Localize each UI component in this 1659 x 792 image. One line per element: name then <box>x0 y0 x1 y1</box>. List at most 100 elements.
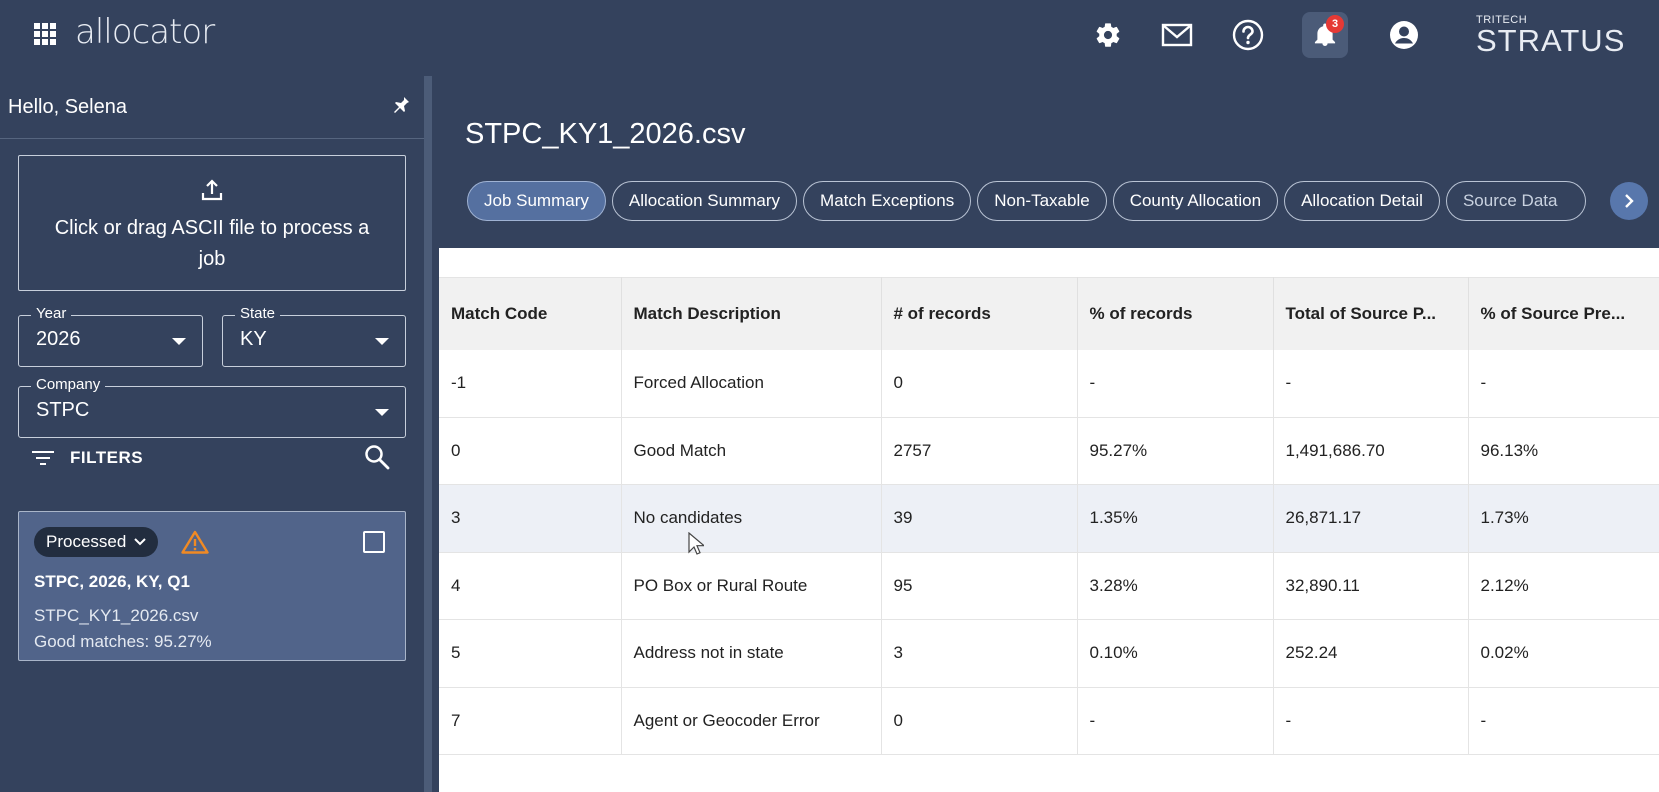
cell-match-description: Address not in state <box>621 619 882 688</box>
sidebar: Hello, Selena Click or drag ASCII file t… <box>0 76 432 792</box>
select-checkbox[interactable] <box>363 531 385 553</box>
cell-match-description: No candidates <box>621 484 882 553</box>
cell-match-description: PO Box or Rural Route <box>621 552 882 620</box>
tab-county-allocation[interactable]: County Allocation <box>1112 181 1279 221</box>
table-row[interactable]: -1 Forced Allocation 0 - - - <box>439 349 1659 418</box>
notification-badge: 3 <box>1326 15 1344 33</box>
chevron-down-icon <box>375 338 389 345</box>
tab-match-exceptions[interactable]: Match Exceptions <box>803 181 972 221</box>
main-header: STPC_KY1_2026.csv Job Summary Allocation… <box>439 76 1659 248</box>
status-label: Processed <box>46 532 127 551</box>
cell-match-code: 5 <box>439 619 622 688</box>
cell-record-percent: 0.10% <box>1077 619 1274 688</box>
cell-match-code: 7 <box>439 687 622 755</box>
cell-match-code: -1 <box>439 349 622 418</box>
job-title: STPC, 2026, KY, Q1 <box>34 572 190 591</box>
column-header-match-description[interactable]: Match Description <box>621 277 882 350</box>
account-icon[interactable] <box>1385 16 1423 54</box>
chevron-down-icon <box>172 338 186 345</box>
cell-match-description: Agent or Geocoder Error <box>621 687 882 755</box>
cell-source-premium-percent: 0.02% <box>1468 619 1659 688</box>
cell-record-percent: - <box>1077 687 1274 755</box>
report-tabs: Job Summary Allocation Summary Match Exc… <box>467 181 1622 223</box>
tabs-scroll-right-button[interactable] <box>1610 182 1648 220</box>
job-file-name: STPC_KY1_2026.csv <box>34 606 199 625</box>
cell-source-premium-percent: 1.73% <box>1468 484 1659 553</box>
file-upload-dropzone[interactable]: Click or drag ASCII file to process a jo… <box>18 155 406 291</box>
state-select[interactable]: State KY <box>222 306 406 367</box>
chevron-down-icon <box>375 409 389 416</box>
apps-grid-icon[interactable] <box>34 23 56 45</box>
good-matches: Good matches: 95.27% <box>34 632 212 651</box>
job-card[interactable]: Processed STPC, 2026, KY, Q1 STPC_KY1_20… <box>18 511 406 661</box>
upload-instructions: Click or drag ASCII file to process a jo… <box>54 217 370 270</box>
column-header-source-premium-percent[interactable]: % of Source Pre... <box>1468 277 1659 350</box>
cell-match-description: Good Match <box>621 417 882 485</box>
gear-icon[interactable] <box>1089 16 1127 54</box>
cell-match-code: 4 <box>439 552 622 620</box>
greeting-row: Hello, Selena <box>0 76 424 139</box>
column-header-match-code[interactable]: Match Code <box>439 277 622 350</box>
cell-source-premium-total: 252.24 <box>1273 619 1469 688</box>
cell-record-percent: 3.28% <box>1077 552 1274 620</box>
cell-match-code: 0 <box>439 417 622 485</box>
tab-non-taxable[interactable]: Non-Taxable <box>977 181 1107 221</box>
cell-source-premium-total: 1,491,686.70 <box>1273 417 1469 485</box>
notifications-button[interactable]: 3 <box>1302 12 1348 58</box>
cell-record-percent: - <box>1077 349 1274 418</box>
greeting: Hello, Selena <box>8 96 127 118</box>
cell-source-premium-total: - <box>1273 687 1469 755</box>
job-summary-panel: Match Code Match Description # of record… <box>439 248 1659 792</box>
pin-icon[interactable] <box>392 96 410 121</box>
cell-source-premium-total: - <box>1273 349 1469 418</box>
brand-small-text: TRITECH <box>1476 14 1528 26</box>
mail-icon[interactable] <box>1158 16 1196 54</box>
tab-job-summary[interactable]: Job Summary <box>467 181 606 221</box>
column-header-source-premium-total[interactable]: Total of Source P... <box>1273 277 1469 350</box>
cell-match-code: 3 <box>439 484 622 553</box>
filters-toggle[interactable]: FILTERS <box>70 448 144 467</box>
top-bar: allocator 3 TRITECH STRATUS <box>0 0 1659 76</box>
table-row[interactable]: 4 PO Box or Rural Route 95 3.28% 32,890.… <box>439 552 1659 620</box>
cell-record-percent: 1.35% <box>1077 484 1274 553</box>
cell-record-count: 2757 <box>881 417 1078 485</box>
tab-source-data[interactable]: Source Data <box>1445 181 1587 221</box>
help-icon[interactable] <box>1229 16 1267 54</box>
cell-record-count: 95 <box>881 552 1078 620</box>
tab-allocation-summary[interactable]: Allocation Summary <box>611 181 798 221</box>
cell-source-premium-percent: - <box>1468 687 1659 755</box>
cell-source-premium-percent: 96.13% <box>1468 417 1659 485</box>
column-header-record-count[interactable]: # of records <box>881 277 1078 350</box>
search-icon[interactable] <box>364 444 390 475</box>
chevron-right-icon <box>1625 194 1634 208</box>
year-label: Year <box>31 306 72 322</box>
upload-icon <box>200 178 224 207</box>
app-logo: allocator <box>75 12 215 52</box>
brand-logo: TRITECH STRATUS <box>1476 14 1625 56</box>
state-value: KY <box>240 328 267 350</box>
status-dropdown[interactable]: Processed <box>34 527 159 557</box>
cell-record-count: 39 <box>881 484 1078 553</box>
filters-row: FILTERS <box>30 444 390 474</box>
brand-big-text: STRATUS <box>1476 23 1626 58</box>
warning-icon <box>181 530 209 559</box>
cell-source-premium-total: 26,871.17 <box>1273 484 1469 553</box>
chevron-down-icon <box>134 538 147 546</box>
year-select[interactable]: Year 2026 <box>18 306 203 367</box>
cell-match-description: Forced Allocation <box>621 349 882 418</box>
cell-source-premium-percent: - <box>1468 349 1659 418</box>
table-header-row: Match Code Match Description # of record… <box>439 277 1659 350</box>
company-select[interactable]: Company STPC <box>18 377 406 438</box>
column-header-record-percent[interactable]: % of records <box>1077 277 1274 350</box>
company-value: STPC <box>36 399 90 421</box>
table-row[interactable]: 5 Address not in state 3 0.10% 252.24 0.… <box>439 619 1659 688</box>
match-summary-table: Match Code Match Description # of record… <box>439 277 1659 755</box>
table-row[interactable]: 0 Good Match 2757 95.27% 1,491,686.70 96… <box>439 417 1659 485</box>
year-value: 2026 <box>36 328 81 350</box>
cell-record-percent: 95.27% <box>1077 417 1274 485</box>
state-label: State <box>235 306 281 322</box>
table-row[interactable]: 3 No candidates 39 1.35% 26,871.17 1.73% <box>439 484 1659 553</box>
table-row[interactable]: 7 Agent or Geocoder Error 0 - - - <box>439 687 1659 755</box>
filter-lines-icon[interactable] <box>32 449 54 472</box>
tab-allocation-detail[interactable]: Allocation Detail <box>1284 181 1440 221</box>
